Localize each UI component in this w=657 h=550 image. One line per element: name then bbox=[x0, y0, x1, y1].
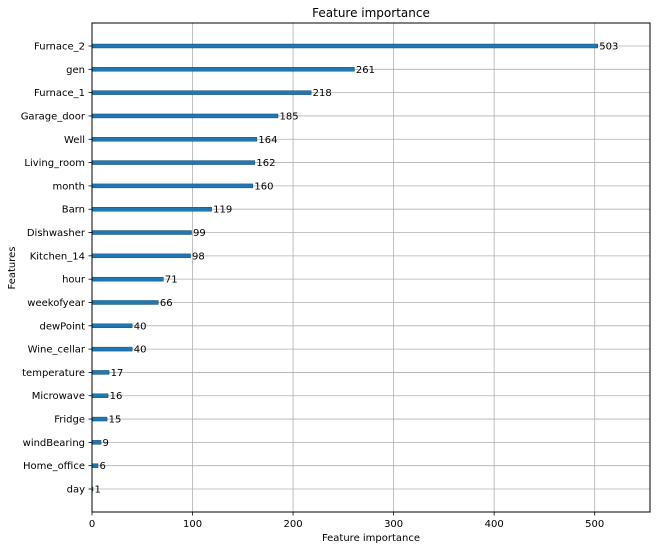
value-label: 9 bbox=[103, 438, 109, 449]
bar-weekofyear bbox=[91, 300, 159, 305]
bar-furnace-2 bbox=[91, 43, 598, 49]
x-tick-label: 300 bbox=[384, 519, 403, 530]
y-tick-label: Furnace_1 bbox=[34, 88, 85, 99]
y-tick-label: Living_room bbox=[24, 158, 85, 169]
bar-furnace-1 bbox=[91, 90, 312, 95]
value-label: 15 bbox=[109, 415, 122, 426]
value-label: 160 bbox=[254, 181, 273, 192]
y-tick-label: gen bbox=[66, 65, 85, 76]
bar-fridge bbox=[91, 416, 108, 422]
y-axis-title: Features bbox=[7, 247, 18, 290]
value-label: 98 bbox=[192, 251, 205, 262]
bar-windbearing bbox=[91, 440, 102, 445]
value-label: 164 bbox=[258, 135, 277, 146]
chart-title: Feature importance bbox=[312, 6, 430, 20]
bar-microwave bbox=[91, 393, 109, 398]
x-tick-label: 0 bbox=[89, 519, 95, 530]
value-label: 261 bbox=[356, 65, 375, 76]
y-tick-label: Dishwasher bbox=[27, 228, 86, 239]
bars bbox=[91, 43, 598, 492]
value-label: 6 bbox=[100, 461, 106, 472]
y-tick-label: Home_office bbox=[23, 461, 85, 472]
value-label: 503 bbox=[599, 42, 618, 53]
y-tick-label: Fridge bbox=[54, 415, 85, 426]
value-label: 218 bbox=[313, 88, 332, 99]
x-tick-label: 500 bbox=[585, 519, 604, 530]
bar-kitchen-14 bbox=[91, 253, 191, 259]
y-tick-label: dewPoint bbox=[39, 321, 85, 332]
bar-month bbox=[91, 183, 254, 189]
value-label: 185 bbox=[280, 111, 299, 122]
value-label: 99 bbox=[193, 228, 206, 239]
value-labels: 5032612181851641621601199998716640401716… bbox=[95, 42, 619, 496]
x-tick-label: 100 bbox=[183, 519, 202, 530]
y-tick-label: Well bbox=[64, 135, 85, 146]
bar-dewpoint bbox=[91, 323, 133, 328]
x-tick-label: 400 bbox=[485, 519, 504, 530]
y-tick-label: windBearing bbox=[23, 438, 85, 449]
bar-dishwasher bbox=[91, 230, 192, 235]
bar-living-room bbox=[91, 160, 256, 165]
y-tick-label: Garage_door bbox=[21, 111, 86, 122]
bar-well bbox=[91, 137, 258, 142]
value-label: 66 bbox=[160, 298, 173, 309]
bar-wine-cellar bbox=[91, 346, 133, 352]
y-tick-label: weekofyear bbox=[27, 298, 86, 309]
y-tick-label: Kitchen_14 bbox=[30, 251, 85, 262]
value-label: 17 bbox=[111, 368, 124, 379]
y-tick-label: temperature bbox=[22, 368, 85, 379]
bar-garage-door bbox=[91, 113, 279, 119]
bar-home-office bbox=[91, 463, 99, 468]
value-label: 40 bbox=[134, 321, 147, 332]
y-tick-label: day bbox=[67, 485, 85, 496]
grid-lines bbox=[91, 23, 650, 512]
y-tick-label: hour bbox=[62, 275, 86, 286]
x-axis-title: Feature importance bbox=[322, 533, 420, 544]
y-tick-label: Furnace_2 bbox=[34, 42, 85, 53]
value-label: 40 bbox=[134, 345, 147, 356]
plot-frame bbox=[91, 22, 651, 513]
value-label: 1 bbox=[95, 485, 101, 496]
value-label: 162 bbox=[256, 158, 275, 169]
bar-temperature bbox=[91, 370, 110, 375]
bar-barn bbox=[91, 207, 212, 212]
y-tick-label: month bbox=[53, 181, 85, 192]
x-tick-label: 200 bbox=[284, 519, 303, 530]
y-tick-label: Wine_cellar bbox=[28, 345, 86, 356]
y-tick-label: Barn bbox=[62, 205, 85, 216]
bar-gen bbox=[91, 67, 355, 72]
y-tick-label: Microwave bbox=[32, 391, 85, 402]
value-label: 119 bbox=[213, 205, 232, 216]
value-label: 71 bbox=[165, 275, 178, 286]
value-label: 16 bbox=[110, 391, 123, 402]
x-axis-ticks: 0 100 200 300 400 500 bbox=[89, 512, 604, 530]
bar-hour bbox=[91, 276, 164, 282]
